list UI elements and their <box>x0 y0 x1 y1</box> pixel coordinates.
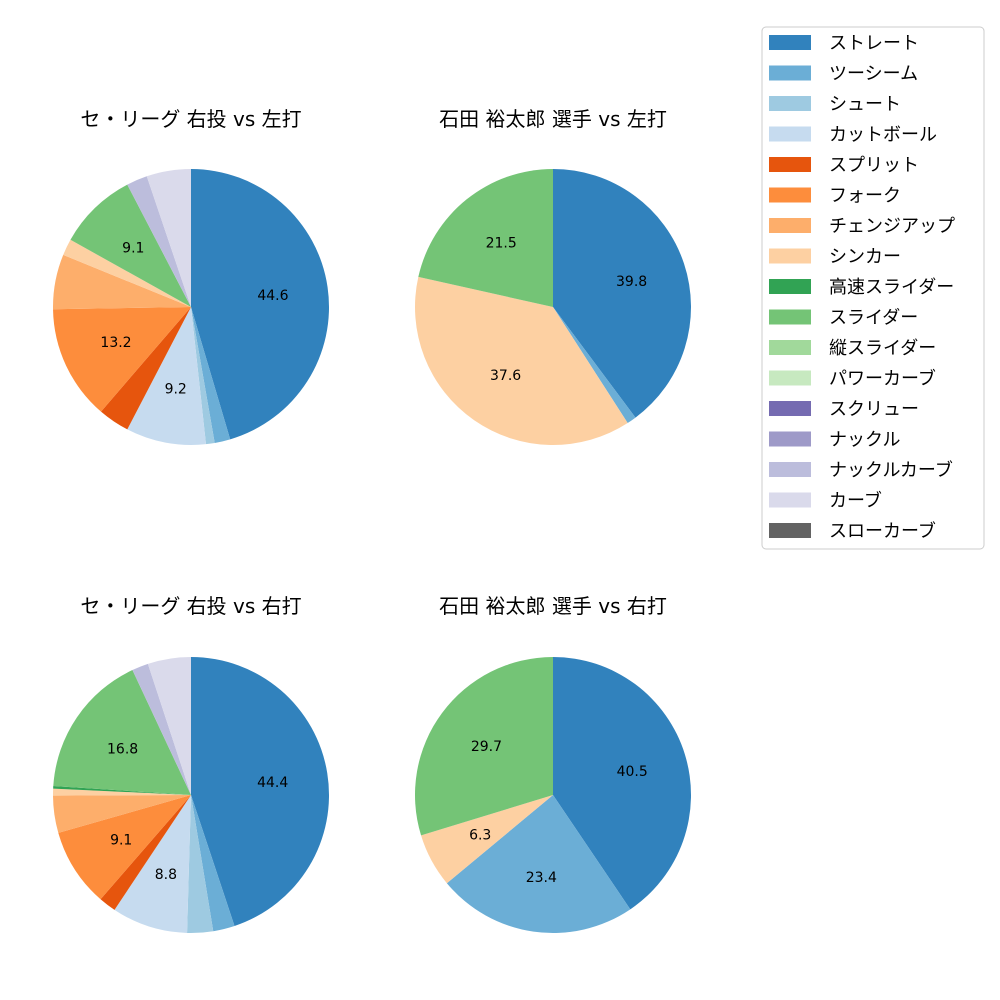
legend-label-12: スクリュー <box>829 399 919 420</box>
pie-1: 39.8 37.6 21.5 <box>414 168 692 445</box>
legend-swatch-16 <box>769 523 811 538</box>
legend-label-10: 縦スライダー <box>829 338 936 359</box>
pie-2-slice-label-0: 44.4 <box>257 775 288 791</box>
chart-title-3: 石田 裕太郎 選手 vs 右打 <box>439 594 667 618</box>
pie-0-slice-8 <box>70 184 191 307</box>
legend: ストレートツーシームシュートカットボールスプリットフォークチェンジアップシンカー… <box>761 26 985 550</box>
legend-swatch-1 <box>769 65 811 81</box>
legend-swatch-5 <box>769 187 811 203</box>
pie-2-slice-6 <box>53 795 191 833</box>
pie-2: 44.4 8.8 9.1 16.8 <box>52 657 330 933</box>
pie-1-slice-3 <box>418 168 553 307</box>
pie-2-slice-label-9: 16.8 <box>107 741 138 757</box>
legend-label-5: フォーク <box>829 186 901 207</box>
legend-label-4: スプリット <box>829 155 919 176</box>
pie-3-slice-label-2: 6.3 <box>469 827 491 843</box>
pie-2-slice-10 <box>132 663 191 795</box>
legend-swatch-12 <box>769 401 811 416</box>
pie-0-slice-5 <box>53 307 191 412</box>
legend-label-15: カーブ <box>829 490 882 512</box>
legend-label-3: カットボール <box>829 125 937 146</box>
pie-3-slice-2 <box>421 795 553 884</box>
pie-2-slice-11 <box>147 657 191 795</box>
pie-1-slice-1 <box>553 307 636 424</box>
legend-items: ストレートツーシームシュートカットボールスプリットフォークチェンジアップシンカー… <box>769 33 955 542</box>
legend-swatch-6 <box>769 218 811 233</box>
legend-swatch-14 <box>769 462 811 477</box>
pie-1-slice-label-3: 21.5 <box>486 235 517 251</box>
pie-0-slice-2 <box>191 307 215 445</box>
pie-0-slice-7 <box>63 239 191 307</box>
pie-0-slice-9 <box>127 176 191 307</box>
pie-3-slice-3 <box>415 657 553 836</box>
legend-swatch-7 <box>769 248 811 264</box>
pie-0-slice-4 <box>101 307 191 430</box>
legend-label-7: シンカー <box>829 247 901 268</box>
pie-0-slice-label-5: 13.2 <box>100 335 131 351</box>
chart-title-0: セ・リーグ 右投 vs 左打 <box>80 107 301 131</box>
legend-swatch-3 <box>769 126 811 142</box>
legend-label-14: ナックルカーブ <box>829 459 953 481</box>
legend-swatch-13 <box>769 431 811 447</box>
pie-0-slice-label-8: 9.1 <box>122 241 144 257</box>
legend-label-11: パワーカーブ <box>829 368 936 390</box>
legend-swatch-8 <box>769 279 811 294</box>
pie-2-slice-0 <box>191 657 330 926</box>
pie-2-slice-label-3: 8.8 <box>155 867 177 883</box>
pie-2-slice-5 <box>58 795 191 900</box>
pie-1-slice-label-2: 37.6 <box>490 368 521 384</box>
pie-2-slice-9 <box>53 670 191 795</box>
legend-swatch-0 <box>769 35 811 50</box>
legend-swatch-15 <box>769 492 811 508</box>
legend-label-9: スライダー <box>829 308 918 329</box>
pie-0-slice-1 <box>191 307 231 443</box>
legend-label-13: ナックル <box>829 430 900 451</box>
legend-label-16: スローカーブ <box>829 520 936 542</box>
pie-3: 40.5 23.4 6.3 29.7 <box>415 657 691 933</box>
pie-2-slice-2 <box>187 795 214 933</box>
legend-label-8: 高速スライダー <box>829 277 954 298</box>
pie-3-slice-label-3: 29.7 <box>471 739 502 755</box>
pie-2-slice-1 <box>191 795 235 932</box>
pie-1-slice-label-0: 39.8 <box>616 274 647 290</box>
pie-3-slice-1 <box>446 795 631 933</box>
chart-title-2: セ・リーグ 右投 vs 右打 <box>80 594 301 618</box>
pie-0-slice-6 <box>53 254 192 310</box>
legend-swatch-11 <box>769 370 811 386</box>
legend-label-0: ストレート <box>829 33 919 54</box>
legend-label-6: チェンジアップ <box>829 216 955 237</box>
pie-3-slice-label-0: 40.5 <box>617 764 648 780</box>
pie-2-slice-7 <box>52 788 192 796</box>
legend-swatch-9 <box>769 309 811 325</box>
pie-0: 44.6 9.2 13.2 9.1 <box>53 168 330 445</box>
legend-frame <box>761 26 985 550</box>
legend-swatch-2 <box>769 96 811 111</box>
pie-0-slice-0 <box>191 168 330 440</box>
pie-0-slice-10 <box>146 169 191 307</box>
pie-0-slice-3 <box>127 307 206 445</box>
legend-label-1: ツーシーム <box>829 64 918 85</box>
legend-swatch-4 <box>769 157 811 172</box>
pie-1-slice-2 <box>414 276 628 445</box>
pie-2-slice-label-5: 9.1 <box>110 833 132 849</box>
pie-2-slice-4 <box>100 795 191 910</box>
pie-2-slice-8 <box>53 786 192 795</box>
legend-swatch-10 <box>769 340 811 355</box>
pie-0-slice-label-0: 44.6 <box>257 288 288 304</box>
pie-1-slice-0 <box>553 169 692 418</box>
pie-3-slice-0 <box>553 657 691 910</box>
pie-0-slice-label-3: 9.2 <box>165 381 187 397</box>
legend-label-2: シュート <box>829 94 901 115</box>
pie-charts: 44.6 9.2 13.2 9.1 39.8 37.6 21.5 44.4 8.8 9.1 16.8… <box>52 168 692 933</box>
chart-title-1: 石田 裕太郎 選手 vs 左打 <box>439 107 667 131</box>
pie-2-slice-3 <box>114 795 191 933</box>
pie-3-slice-label-1: 23.4 <box>526 870 557 886</box>
